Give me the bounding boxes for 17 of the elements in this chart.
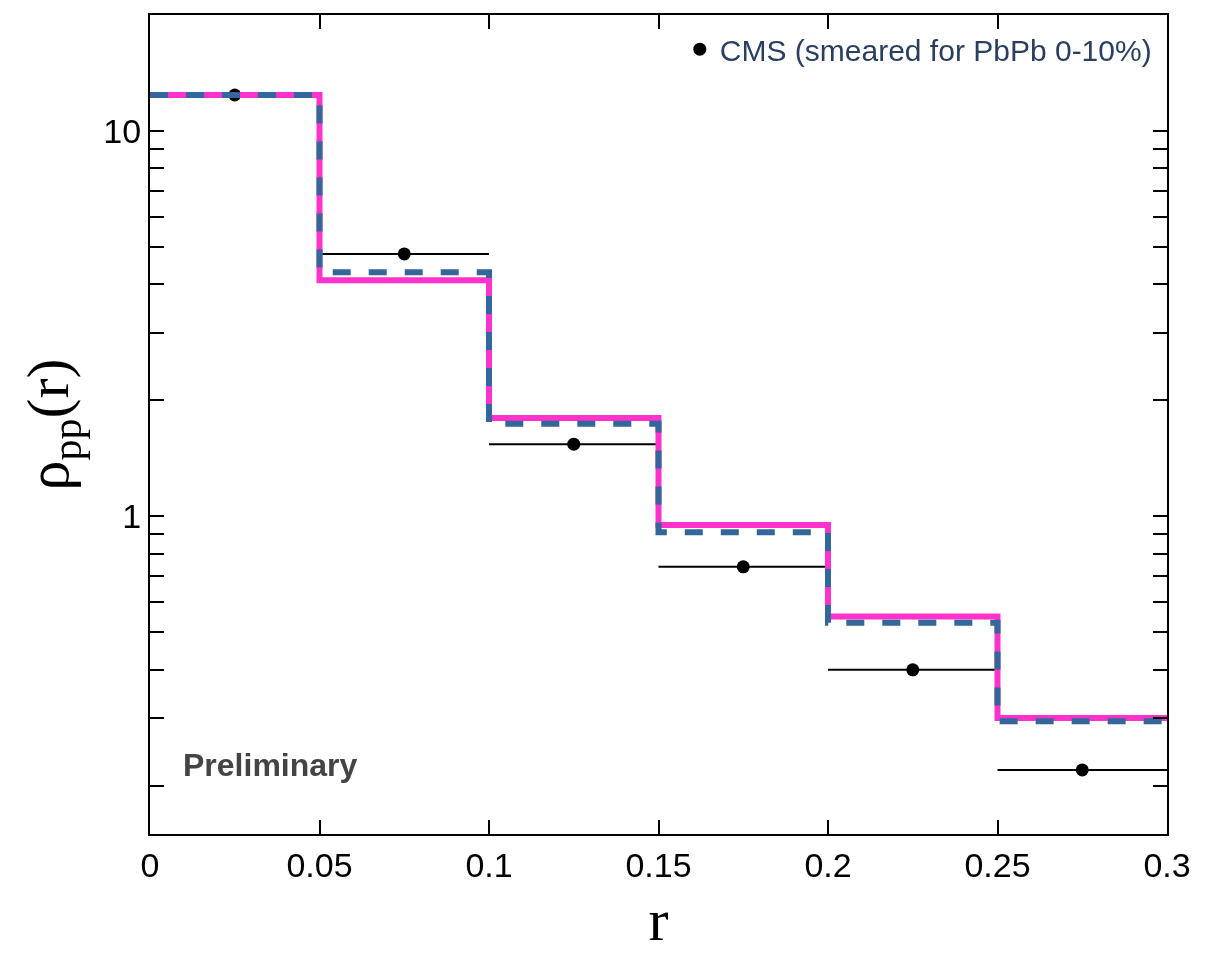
x-axis-title: r [648,886,669,953]
x-tick-label: 0.3 [1143,845,1191,884]
y-tick-label: 1 [122,497,142,536]
y-tick-label: 10 [103,111,142,150]
legend-label: CMS (smeared for PbPb 0-10%) [719,33,1152,67]
x-tick-label: 0 [140,845,160,884]
x-tick-label: 0.2 [804,845,852,884]
x-tick-label: 0.15 [625,845,692,884]
point [906,663,920,677]
point [1075,763,1089,777]
x-tick-label: 0.1 [465,845,513,884]
point [736,560,750,574]
point [567,437,581,451]
x-tick-label: 0.05 [286,845,353,884]
annotation: Preliminary [183,747,358,783]
x-tick-label: 0.25 [964,845,1031,884]
point [397,247,411,261]
